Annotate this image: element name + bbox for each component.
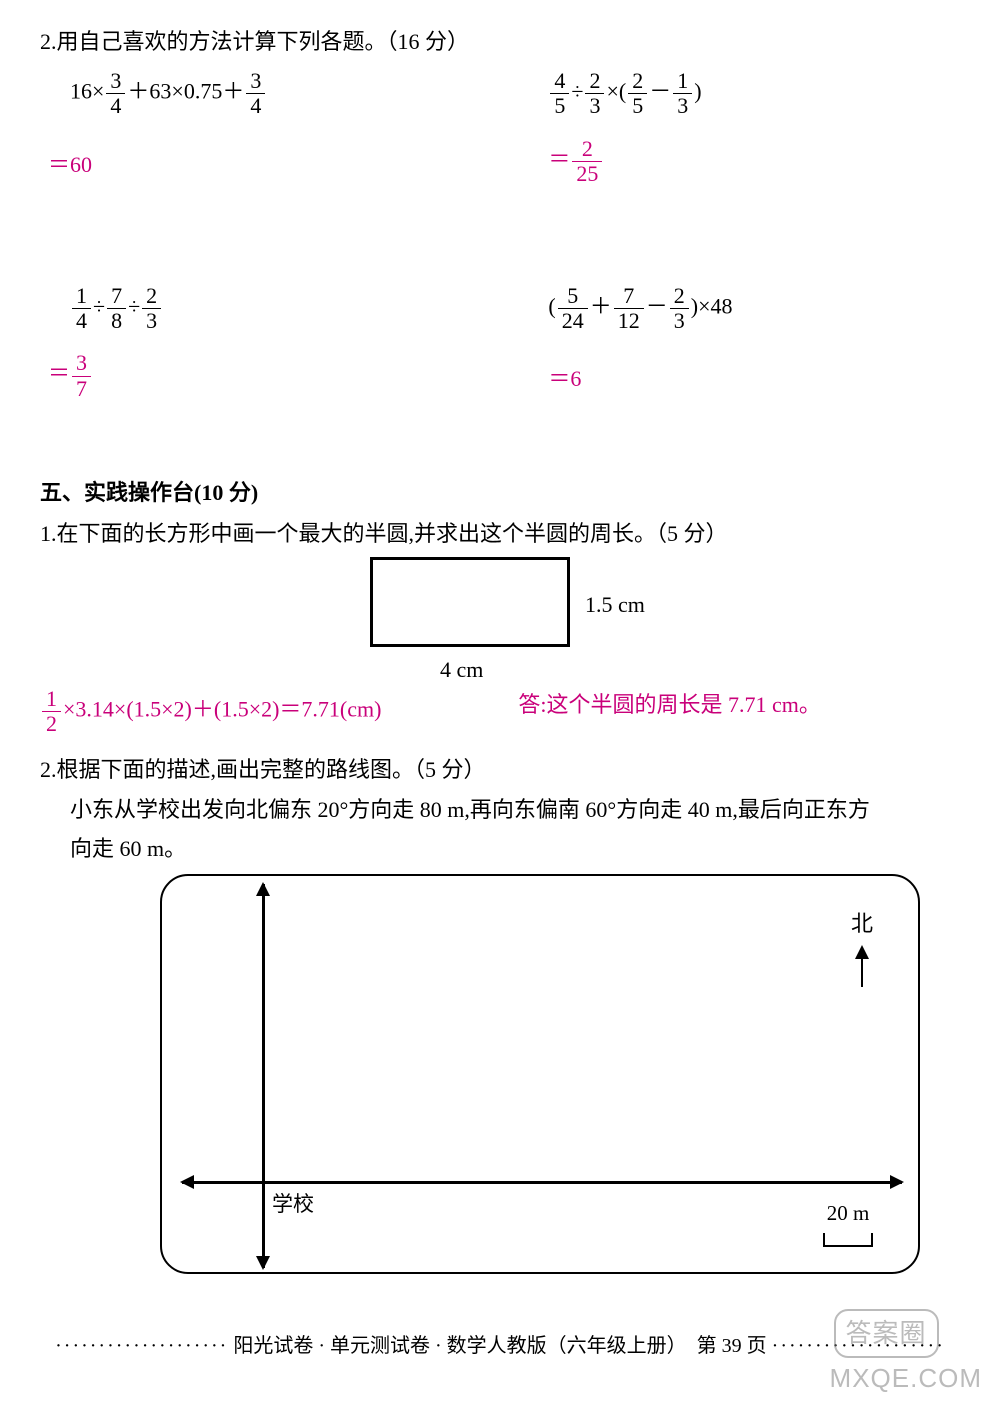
scale-label: 20 m	[827, 1201, 870, 1225]
fraction: 13	[673, 69, 692, 118]
q2-ans-3: ＝37	[40, 351, 518, 400]
q2-title: 2.用自己喜欢的方法计算下列各题。（16 分）	[40, 24, 960, 59]
q2-item-1: 16×34＋63×0.75＋34 ＝60	[40, 65, 518, 190]
rect-height-label: 1.5 cm	[585, 587, 645, 622]
fraction: 25	[628, 69, 647, 118]
q2-item-4: (524＋712－23)×48 ＝6	[518, 280, 960, 405]
q2-row-1: 16×34＋63×0.75＋34 ＝60 45÷23×(25－13) ＝225	[40, 65, 960, 190]
sec5-q2-desc2: 向走 60 m。	[40, 831, 960, 866]
fraction: 23	[585, 69, 604, 118]
q2-ans-4: ＝6	[518, 361, 960, 396]
sec5-q1-figure: 1.5 cm 4 cm	[40, 557, 960, 687]
north-arrow-icon	[861, 947, 863, 987]
q2-item-2: 45÷23×(25－13) ＝225	[518, 65, 960, 190]
q2-row-2: 14÷78÷23 ＝37 (524＋712－23)×48 ＝6	[40, 280, 960, 405]
label-school: 学校	[272, 1188, 314, 1222]
sec5-q2-desc1: 小东从学校出发向北偏东 20°方向走 80 m,再向东偏南 60°方向走 40 …	[40, 792, 960, 827]
fraction: 225	[572, 137, 602, 186]
q2-expr-4: (524＋712－23)×48	[518, 284, 960, 333]
fraction: 12	[42, 687, 61, 736]
watermark-badge: 答案圈	[834, 1309, 939, 1359]
watermark-site: MXQE.COM	[830, 1363, 982, 1393]
scale-indicator: 20 m	[823, 1197, 873, 1247]
footer-dots-left: ····················	[55, 1335, 228, 1357]
fraction: 23	[142, 284, 161, 333]
north-label: 北	[851, 911, 873, 936]
north-indicator: 北	[851, 906, 873, 987]
sec5-heading: 五、实践操作台(10 分)	[40, 475, 960, 510]
fraction: 45	[550, 69, 569, 118]
fraction: 23	[670, 284, 689, 333]
q2-expr-3: 14÷78÷23	[40, 284, 518, 333]
footer-text: 阳光试卷 · 单元测试卷 · 数学人教版（六年级上册） 第 39 页	[233, 1335, 766, 1357]
axis-vertical	[262, 884, 265, 1268]
fraction: 34	[106, 69, 125, 118]
route-diagram: 学校 北 20 m	[160, 874, 920, 1274]
q2-ans-2: ＝225	[518, 137, 960, 186]
fraction: 37	[72, 351, 91, 400]
fraction: 14	[72, 284, 91, 333]
fraction: 78	[107, 284, 126, 333]
fraction: 524	[558, 284, 588, 333]
sec5-q2-text: 2.根据下面的描述,画出完整的路线图。（5 分）	[40, 752, 960, 787]
page: 2.用自己喜欢的方法计算下列各题。（16 分） 16×34＋63×0.75＋34…	[0, 0, 1000, 1412]
sec5-q1-ans-right: 答:这个半圆的周长是 7.71 cm。	[518, 687, 960, 736]
sec5-q1-ans-left: 12×3.14×(1.5×2)＋(1.5×2)＝7.71(cm)	[40, 687, 518, 736]
sec5-q1-text: 1.在下面的长方形中画一个最大的半圆,并求出这个半圆的周长。（5 分）	[40, 516, 960, 551]
q2-expr-2: 45÷23×(25－13)	[518, 69, 960, 118]
q2-item-3: 14÷78÷23 ＝37	[40, 280, 518, 405]
watermark: 答案圈 MXQE.COM	[830, 1309, 982, 1400]
fraction: 712	[614, 284, 644, 333]
q2-ans-1: ＝60	[40, 147, 518, 182]
rectangle-shape	[370, 557, 570, 647]
sec5-q1-answer-row: 12×3.14×(1.5×2)＋(1.5×2)＝7.71(cm) 答:这个半圆的…	[40, 687, 960, 736]
axis-horizontal	[182, 1181, 902, 1184]
rect-width-label: 4 cm	[440, 652, 483, 687]
q2-expr-1: 16×34＋63×0.75＋34	[40, 69, 518, 118]
fraction: 34	[246, 69, 265, 118]
scale-bar-icon	[823, 1233, 873, 1247]
